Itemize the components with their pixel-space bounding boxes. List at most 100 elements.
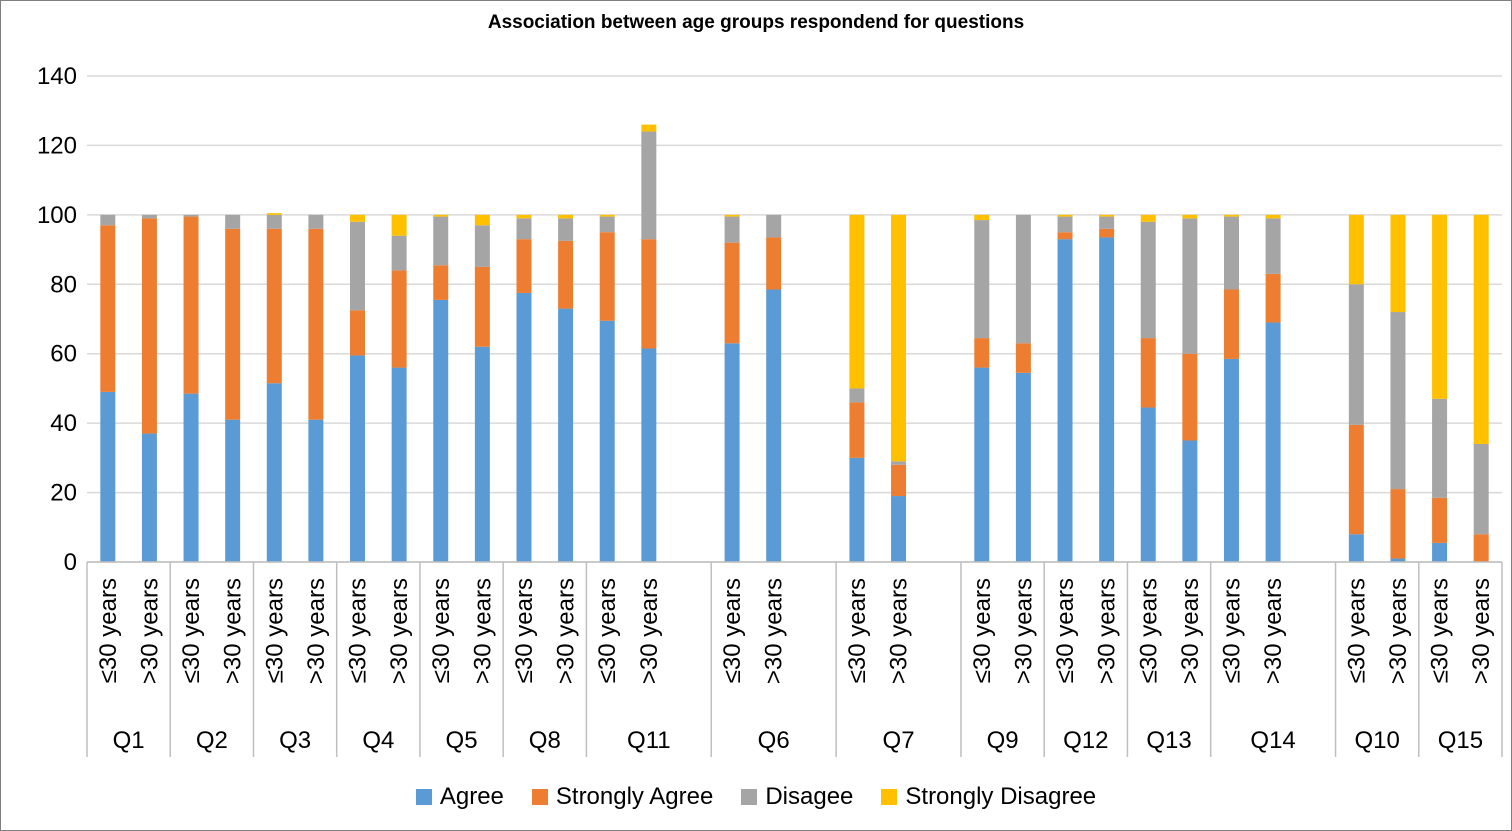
bar-segment-strongly-agree bbox=[433, 265, 449, 300]
bar-segment-strongly-agree bbox=[849, 402, 865, 458]
legend-swatch bbox=[531, 789, 548, 805]
legend-item: Agree bbox=[415, 783, 504, 811]
bar-segment-strongly-disagree bbox=[1223, 214, 1239, 217]
x-group-label: Q2 bbox=[196, 727, 228, 754]
bar-segment-strongly-agree bbox=[1348, 424, 1364, 535]
bar-segment-agree bbox=[183, 393, 199, 562]
bar-segment-strongly-disagree bbox=[599, 214, 615, 217]
x-category-label: >30 years bbox=[1094, 578, 1121, 684]
x-group-label: Q1 bbox=[113, 727, 145, 754]
bar-segment-agree bbox=[599, 320, 615, 562]
bar-segment-disagee bbox=[474, 225, 490, 267]
bar-segment-disagee bbox=[766, 214, 782, 238]
legend-item: Strongly Agree bbox=[531, 783, 714, 811]
y-tick-label: 80 bbox=[50, 271, 77, 298]
bar-segment-agree bbox=[1348, 534, 1364, 562]
x-group-label: Q12 bbox=[1063, 727, 1108, 754]
bar-segment-disagee bbox=[516, 218, 532, 240]
bar-segment-strongly-disagree bbox=[266, 213, 282, 215]
bar-segment-disagee bbox=[849, 388, 865, 403]
legend-swatch bbox=[741, 789, 758, 805]
bar-segment-strongly-disagree bbox=[1182, 214, 1198, 219]
x-category-label: ≤30 years bbox=[428, 578, 455, 683]
legend-item: Strongly Disagree bbox=[881, 783, 1096, 811]
bar-segment-agree bbox=[558, 308, 574, 562]
bar-segment-strongly-agree bbox=[308, 228, 324, 420]
x-category-label: ≤30 years bbox=[594, 578, 621, 683]
bar-segment-disagee bbox=[141, 214, 157, 219]
bar-segment-disagee bbox=[974, 220, 990, 339]
bar-segment-strongly-agree bbox=[1182, 353, 1198, 441]
x-category-label: ≤30 years bbox=[969, 578, 996, 683]
y-tick-label: 120 bbox=[37, 132, 77, 159]
bar-segment-strongly-disagree bbox=[891, 214, 907, 462]
x-category-label: >30 years bbox=[469, 578, 496, 684]
bar-segment-strongly-disagree bbox=[474, 214, 490, 226]
bar-segment-agree bbox=[350, 355, 366, 562]
x-category-label: ≤30 years bbox=[719, 578, 746, 683]
x-category-label: ≤30 years bbox=[178, 578, 205, 683]
bar-segment-strongly-disagree bbox=[641, 124, 657, 132]
bar-segment-strongly-agree bbox=[1473, 534, 1489, 562]
bar-segment-disagee bbox=[1390, 312, 1406, 490]
x-group-label: Q11 bbox=[627, 727, 671, 754]
bar-segment-agree bbox=[141, 433, 157, 562]
bar-segment-disagee bbox=[1182, 218, 1198, 354]
bar-segment-disagee bbox=[558, 218, 574, 241]
bar-segment-strongly-disagree bbox=[516, 214, 532, 219]
bar-segment-strongly-agree bbox=[974, 338, 990, 368]
bar-segment-strongly-agree bbox=[516, 239, 532, 293]
bar-segment-disagee bbox=[891, 461, 907, 465]
bar-segment-disagee bbox=[1223, 216, 1239, 290]
y-tick-label: 60 bbox=[50, 341, 77, 368]
bar-segment-agree bbox=[1432, 542, 1448, 562]
bar-segment-agree bbox=[1099, 237, 1115, 562]
x-category-label: ≤30 years bbox=[1218, 578, 1245, 683]
x-category-label: >30 years bbox=[553, 578, 580, 684]
bar-segment-agree bbox=[974, 367, 990, 562]
x-category-label: >30 years bbox=[136, 578, 163, 684]
x-group-label: Q8 bbox=[529, 727, 561, 754]
bar-segment-disagee bbox=[308, 214, 324, 229]
bar-segment-disagee bbox=[433, 216, 449, 266]
bar-segment-disagee bbox=[1057, 216, 1073, 233]
x-category-label: >30 years bbox=[886, 578, 913, 684]
bar-segment-agree bbox=[433, 299, 449, 562]
bar-segment-strongly-agree bbox=[100, 225, 116, 392]
bar-segment-agree bbox=[891, 496, 907, 562]
y-tick-label: 40 bbox=[50, 410, 77, 437]
bar-segment-disagee bbox=[1432, 398, 1448, 498]
bar-segment-agree bbox=[1390, 558, 1406, 562]
x-group-label: Q9 bbox=[987, 727, 1019, 754]
bar-segment-strongly-disagree bbox=[391, 214, 407, 236]
x-group-label: Q15 bbox=[1438, 727, 1483, 754]
bar-segment-disagee bbox=[641, 131, 657, 240]
legend-item: Disagee bbox=[741, 783, 853, 811]
x-category-label: ≤30 years bbox=[844, 578, 871, 683]
x-category-label: >30 years bbox=[386, 578, 413, 684]
bar-segment-strongly-disagree bbox=[1348, 214, 1364, 285]
bar-segment-disagee bbox=[100, 214, 116, 226]
bar-segment-disagee bbox=[391, 235, 407, 271]
bar-segment-strongly-disagree bbox=[724, 214, 740, 217]
bar-segment-agree bbox=[1015, 372, 1031, 562]
bar-segment-strongly-agree bbox=[1140, 338, 1156, 408]
bar-segment-disagee bbox=[183, 214, 199, 217]
bar-segment-disagee bbox=[225, 214, 241, 229]
y-tick-label: 0 bbox=[64, 549, 77, 576]
bar-segment-agree bbox=[1223, 358, 1239, 562]
x-group-label: Q7 bbox=[883, 727, 915, 754]
bar-segment-disagee bbox=[599, 216, 615, 233]
x-category-label: ≤30 years bbox=[1135, 578, 1162, 683]
x-group-label: Q5 bbox=[446, 727, 478, 754]
bar-segment-strongly-disagree bbox=[558, 214, 574, 219]
x-category-label: ≤30 years bbox=[511, 578, 538, 683]
bar-segment-strongly-agree bbox=[724, 242, 740, 344]
bar-segment-strongly-disagree bbox=[350, 214, 366, 222]
legend-label: Strongly Agree bbox=[555, 783, 714, 810]
x-category-label: ≤30 years bbox=[1343, 578, 1370, 683]
x-group-label: Q14 bbox=[1250, 727, 1295, 754]
bar-segment-strongly-disagree bbox=[1057, 214, 1073, 217]
bar-segment-disagee bbox=[350, 221, 366, 311]
